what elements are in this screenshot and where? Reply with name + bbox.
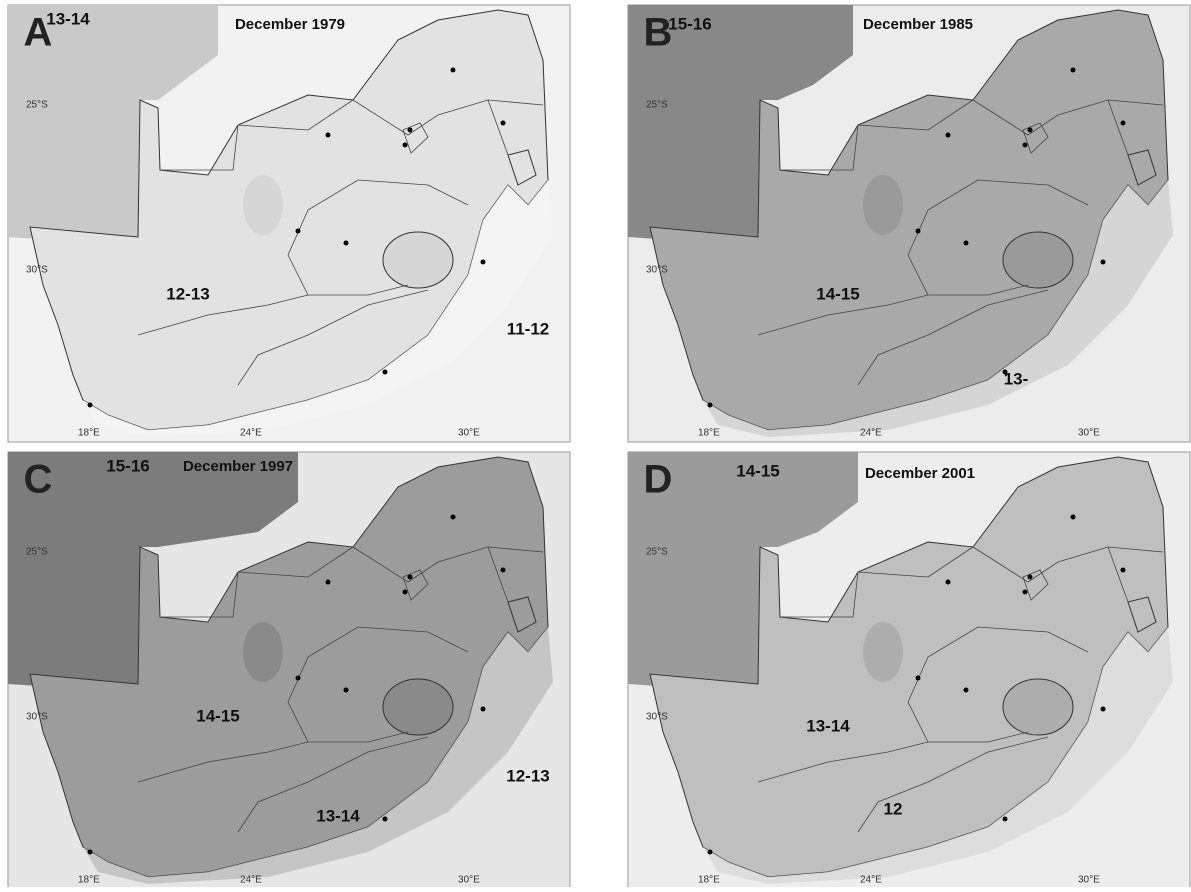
city-dot [88,850,93,855]
zone-label: 14-15 [196,706,239,725]
lat-label: 30°S [646,265,668,276]
lon-label: 24°E [240,428,262,439]
city-dot [501,121,506,126]
zone-label: 13-14 [806,716,850,735]
lon-label: 24°E [860,875,882,886]
city-dot [296,676,301,681]
city-dot [964,241,969,246]
lon-label: 30°E [1078,875,1100,886]
panel-title: December 1997 [183,458,293,475]
lon-label: 24°E [860,428,882,439]
city-dot [403,590,408,595]
zone-label: 11-12 [507,319,550,338]
figure: ADecember 197913-1412-1311-1225°S30°S18°… [0,0,1191,887]
city-dot [1003,817,1008,822]
city-dot [296,229,301,234]
zone-label: 13-14 [316,806,360,825]
city-dot [708,850,713,855]
city-dot [481,707,486,712]
city-dot [88,403,93,408]
city-dot [1071,68,1076,73]
highland [243,622,283,682]
city-dot [1023,143,1028,148]
zone-label: 14-15 [736,461,779,480]
highland [1003,232,1073,288]
city-dot [1023,590,1028,595]
lat-label: 30°S [26,265,48,276]
city-dot [1028,575,1033,580]
highland [243,175,283,235]
zone-label: 13- [1004,369,1029,388]
city-dot [916,676,921,681]
zone-label: 15-16 [106,456,149,475]
city-dot [481,260,486,265]
city-dot [326,133,331,138]
highland [383,232,453,288]
panel-title: December 1979 [235,16,345,33]
city-dot [1101,260,1106,265]
city-dot [946,133,951,138]
city-dot [451,515,456,520]
city-dot [403,143,408,148]
highland [863,622,903,682]
city-dot [964,688,969,693]
city-dot [408,575,413,580]
lat-label: 25°S [646,100,668,111]
lat-label: 30°S [26,712,48,723]
lat-label: 30°S [646,712,668,723]
city-dot [326,580,331,585]
city-dot [946,580,951,585]
panel-title: December 1985 [863,16,973,33]
city-dot [383,817,388,822]
zone-label: 14-15 [816,284,859,303]
zone-label: 12-13 [166,284,209,303]
city-dot [383,370,388,375]
lat-label: 25°S [26,547,48,558]
city-dot [1071,515,1076,520]
panel-letter: C [24,458,53,502]
city-dot [451,68,456,73]
map-panel: C December 1997 15-16 14-15 13-14 12-13 25°S 30… [8,452,570,887]
lon-label: 18°E [78,875,100,886]
lon-label: 18°E [698,875,720,886]
highland [1003,679,1073,735]
lat-label: 25°S [26,100,48,111]
city-dot [408,128,413,133]
zone-label: 12-13 [506,766,549,785]
highland [863,175,903,235]
city-dot [708,403,713,408]
city-dot [1101,707,1106,712]
lon-label: 30°E [458,875,480,886]
city-dot [916,229,921,234]
map-panel: D December 2001 14-15 13-14 12 25°S 30°S 18°E 24… [628,452,1190,887]
lon-label: 30°E [458,428,480,439]
panel-letter: D [644,458,673,502]
city-dot [344,241,349,246]
lon-label: 24°E [240,875,262,886]
lon-label: 18°E [698,428,720,439]
city-dot [1121,568,1126,573]
city-dot [501,568,506,573]
map-panel: ADecember 197913-1412-1311-1225°S30°S18°… [8,5,570,442]
city-dot [1121,121,1126,126]
city-dot [344,688,349,693]
lat-label: 25°S [646,547,668,558]
zone-label: 15-16 [668,14,711,33]
zone-label: 12 [884,799,903,818]
lon-label: 18°E [78,428,100,439]
lon-label: 30°E [1078,428,1100,439]
panel-title: December 2001 [865,465,975,482]
highland [383,679,453,735]
zone-label: 13-14 [46,9,90,28]
city-dot [1028,128,1033,133]
